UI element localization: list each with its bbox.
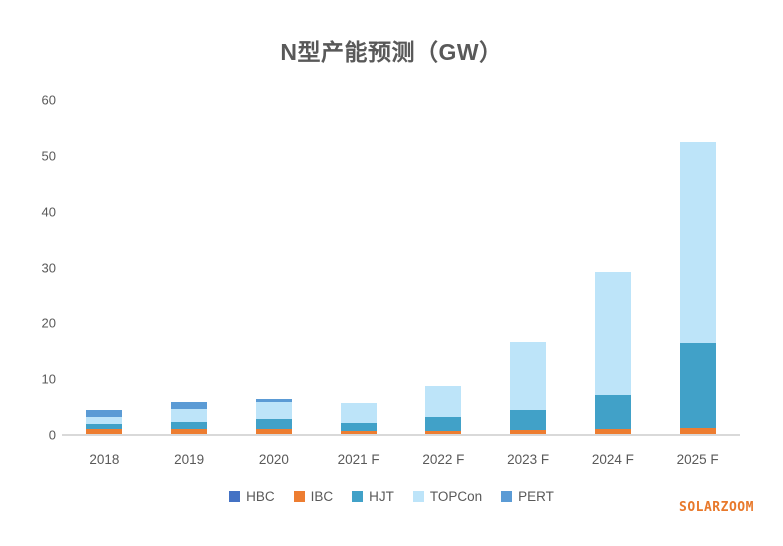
- x-tick-label: 2019: [174, 452, 205, 467]
- legend-item-topcon: TOPCon: [412, 489, 483, 504]
- legend-item-hbc: HBC: [229, 489, 275, 504]
- bar-segment-topcon-2024F: [594, 271, 631, 395]
- x-axis-line: [62, 434, 740, 436]
- bar-segment-ibc-2019: [171, 429, 208, 435]
- x-tick-label: 2025 F: [676, 452, 719, 467]
- x-tick-label: 2024 F: [591, 452, 634, 467]
- bar-segment-ibc-2023F: [510, 429, 547, 435]
- bar-segment-topcon-2022F: [425, 385, 462, 418]
- solarzoom-watermark: SOLARZOOM: [679, 500, 754, 515]
- y-tick-label: 20: [41, 315, 56, 331]
- bar-segment-hjt-2025F: [679, 342, 716, 428]
- bar-segment-ibc-2024F: [594, 429, 631, 435]
- y-tick-label: 30: [41, 260, 56, 275]
- y-tick-label: 50: [41, 148, 56, 164]
- legend-swatch-hbc: [229, 491, 241, 502]
- y-tick-label: 60: [41, 92, 56, 108]
- legend: HBC IBC HJT TOPCon PERT: [0, 489, 783, 504]
- x-tick-label: 2022 F: [422, 452, 465, 467]
- legend-item-ibc: IBC: [293, 489, 334, 504]
- legend-label-pert: PERT: [518, 489, 554, 504]
- x-tick-label: 2021 F: [337, 452, 380, 467]
- legend-label-hjt: HJT: [369, 489, 394, 504]
- legend-item-pert: PERT: [501, 489, 554, 504]
- bar-segment-topcon-2018: [86, 417, 123, 424]
- bar-segment-hjt-2021F: [340, 422, 377, 431]
- bar-segment-topcon-2020: [255, 402, 292, 419]
- bar-segment-hjt-2019: [171, 422, 208, 430]
- bar-segment-topcon-2025F: [679, 141, 716, 343]
- bar-segment-ibc-2020: [255, 428, 292, 435]
- bar-segment-hjt-2024F: [594, 394, 631, 430]
- bar-segment-topcon-2023F: [510, 341, 547, 411]
- legend-swatch-ibc: [293, 491, 305, 502]
- chart-title: N型产能预测（GW）: [280, 39, 503, 65]
- bar-segment-topcon-2019: [171, 408, 208, 423]
- bar-segment-pert-2018: [86, 409, 123, 418]
- bar-segment-hjt-2023F: [510, 410, 547, 430]
- x-tick-label: 2018: [89, 452, 120, 467]
- bar-segment-pert-2020: [255, 399, 292, 403]
- bar-segment-ibc-2021F: [340, 430, 377, 435]
- legend-swatch-topcon: [412, 491, 424, 502]
- y-tick-label: 0: [48, 427, 56, 443]
- bar-segment-ibc-2022F: [425, 430, 462, 435]
- bar-segment-hjt-2018: [86, 423, 123, 430]
- legend-label-ibc: IBC: [310, 489, 334, 504]
- bar-segment-hjt-2022F: [425, 417, 462, 431]
- legend-label-topcon: TOPCon: [429, 489, 483, 504]
- legend-swatch-hjt: [352, 491, 364, 502]
- bar-segment-topcon-2021F: [340, 402, 377, 423]
- y-tick-label: 40: [41, 204, 56, 220]
- x-tick-label: 2020: [258, 452, 289, 467]
- bar-segment-ibc-2018: [86, 429, 123, 435]
- bar-segment-hjt-2020: [255, 418, 292, 429]
- legend-item-hjt: HJT: [352, 489, 394, 504]
- bar-segment-pert-2019: [171, 402, 208, 409]
- legend-label-hbc: HBC: [246, 489, 275, 504]
- y-tick-label: 10: [41, 371, 56, 387]
- bar-segment-ibc-2025F: [679, 427, 716, 435]
- x-tick-label: 2023 F: [507, 452, 550, 467]
- legend-swatch-pert: [501, 491, 513, 502]
